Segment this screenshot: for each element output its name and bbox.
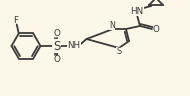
Text: HN: HN <box>131 7 144 15</box>
Text: O: O <box>153 24 159 34</box>
Text: N: N <box>109 21 115 29</box>
Text: S: S <box>53 39 60 53</box>
Text: O: O <box>53 29 60 38</box>
Text: S: S <box>116 48 122 57</box>
Text: F: F <box>13 16 18 25</box>
Text: O: O <box>53 55 60 63</box>
Text: NH: NH <box>67 41 81 50</box>
